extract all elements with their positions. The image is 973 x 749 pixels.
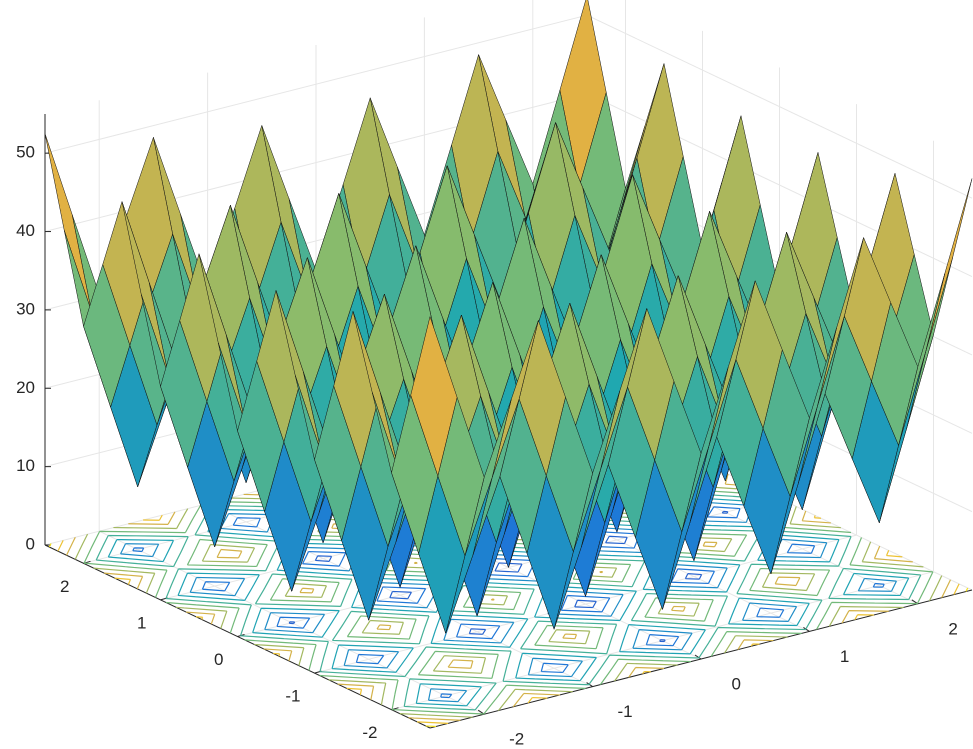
grid-line <box>44 14 588 154</box>
surface-patch <box>925 178 973 352</box>
contour-line <box>48 407 969 728</box>
x-tick-label: 2 <box>948 619 957 638</box>
x-tick-label: 1 <box>840 647 849 666</box>
y-tick-label: 2 <box>60 577 69 596</box>
grid-line <box>586 14 973 199</box>
surface-patch <box>410 316 458 477</box>
y-tick-label: 1 <box>137 613 146 632</box>
z-tick-label: 30 <box>16 299 35 318</box>
y-tick-label: 0 <box>214 650 223 669</box>
z-tick-label: 50 <box>16 143 35 162</box>
surface-patch <box>44 133 92 312</box>
z-tick-label: 40 <box>16 221 35 240</box>
z-tick-label: 20 <box>16 378 35 397</box>
grid-line <box>391 571 934 711</box>
x-tick <box>803 626 810 632</box>
x-tick <box>586 682 593 688</box>
x-tick-label: 0 <box>732 674 741 693</box>
x-tick-label: -1 <box>617 702 632 721</box>
z-tick-label: 10 <box>16 456 35 475</box>
z-tick-label: 0 <box>26 534 35 553</box>
y-tick-label: -1 <box>285 687 300 706</box>
x-tick <box>694 654 702 660</box>
x-tick-label: -2 <box>509 730 524 749</box>
y-tick-label: -2 <box>362 723 377 742</box>
